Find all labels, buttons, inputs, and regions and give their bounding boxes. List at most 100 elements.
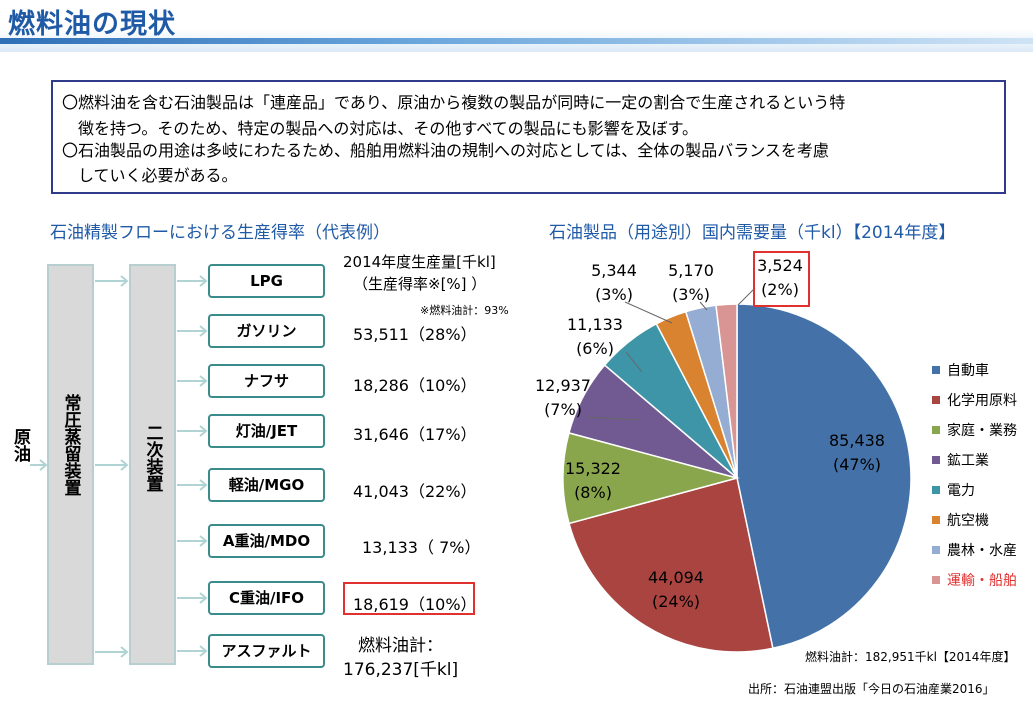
leader-line [737,287,756,306]
legend-label: 運輸・船舶 [947,573,1017,589]
legend-item: 電力 [932,481,1017,501]
legend-label: 農林・水産 [947,543,1017,559]
production-header-2: （生産得率※[%] ） [353,275,487,293]
chart-legend: 自動車化学用原料家庭・業務鉱工業電力航空機農林・水産運輸・船舶 [932,361,1017,601]
secondary-label: 二次装置 [129,424,176,499]
fuel-total-value: 176,237[千kl] [343,660,459,680]
slice-percent-label: (7%) [544,400,582,419]
pie-slice-2 [562,431,740,525]
legend-item: 航空機 [932,511,1017,531]
summary-line-2: 徴を持つ。そのため、特定の製品への対応は、その他すべての製品にも影響を及ぼす。 [62,119,699,138]
product-value: 31,646（17%） [353,425,477,444]
legend-swatch [932,366,940,374]
slice-percent-label: (47%) [832,455,882,474]
slice-percent-label: (8%) [574,483,612,502]
fuel-total-label: 燃料油計： [358,636,443,656]
summary-line-3: 〇石油製品の用途は多岐にわたるため、船舶用燃料油の規制への対応としては、全体の製… [62,141,829,160]
product-box: ナフサ [208,364,325,398]
legend-swatch [932,456,940,464]
legend-label: 化学用原料 [947,393,1017,409]
leader-line [624,301,673,324]
legend-swatch [932,426,940,434]
product-box: C重油/IFO [208,581,325,615]
legend-swatch [932,576,940,584]
product-value: 18,286（10%） [353,376,477,395]
page-title: 燃料油の現状 [8,9,176,40]
arrow-to-product [177,425,208,437]
product-box: LPG [208,264,325,298]
slice-value-label: 44,094 [648,568,704,587]
leader-line [625,351,643,373]
pie-slice-0 [736,303,912,650]
chart-title: 石油製品（用途別）国内需要量（千kl）【2014年度】 [549,223,956,243]
crude-label: 原油 [8,428,30,469]
legend-swatch [932,486,940,494]
arrow-atm-asphalt [95,646,129,658]
fuel-oil-share-note: ※燃料油計：93% [420,304,509,317]
product-box: 灯油/JET [208,414,325,448]
secondary-text: 二次装置 [142,424,163,492]
product-value: 53,511（28%） [353,325,477,344]
flow-title: 石油精製フローにおける生産得率（代表例） [50,223,390,243]
production-header-1: 2014年度生産量[千kl] [343,253,496,271]
arrow-atm-to-secondary [95,459,129,471]
legend-item: 農林・水産 [932,541,1017,561]
slice-percent-label: (6%) [576,339,614,358]
leader-line [699,301,708,311]
arrow-to-product [177,275,208,287]
pie-slice-1 [568,477,774,653]
source-note: 出所：石油連盟出版「今日の石油産業2016」 [748,682,995,696]
slice-percent-label: (3%) [595,285,633,304]
arrow-to-product [177,325,208,337]
arrow-atm-lpg [95,275,129,287]
product-box: ガソリン [208,314,325,348]
arrow-to-product [177,535,208,547]
slice-value-label: 85,438 [829,431,885,450]
product-value: 18,619（10%） [353,595,477,614]
legend-item: 化学用原料 [932,391,1017,411]
legend-item: 家庭・業務 [932,421,1017,441]
summary-line-1: 〇燃料油を含む石油製品は「連産品」であり、原油から複数の製品が同時に一定の割合で… [62,93,846,112]
product-box: 軽油/MGO [208,468,325,502]
slice-value-label: 3,524 [757,256,803,275]
slice-value-label: 12,937 [535,376,591,395]
atmospheric-label: 常圧蒸留装置 [47,394,94,503]
arrow-to-product [177,479,208,491]
atmospheric-text: 常圧蒸留装置 [60,394,81,496]
product-value: 13,133（ 7%） [362,538,481,557]
title-underline [0,38,1033,44]
arrow-to-product [177,645,208,657]
legend-label: 自動車 [947,363,989,379]
legend-label: 航空機 [947,513,989,529]
legend-swatch [932,546,940,554]
legend-label: 鉱工業 [947,453,989,469]
secondary-unit-box [129,264,176,665]
product-box: アスファルト [208,634,325,668]
arrow-to-product [177,592,208,604]
legend-item: 自動車 [932,361,1017,381]
slice-value-label: 11,133 [567,315,623,334]
legend-label: 家庭・業務 [947,423,1017,439]
arrow-to-product [177,375,208,387]
product-box: A重油/MDO [208,524,325,558]
slice-percent-label: (24%) [651,592,701,611]
shipping-highlight-box [753,251,810,307]
slice-value-label: 15,322 [565,459,621,478]
summary-line-4: していく必要がある。 [62,166,238,185]
product-value: 41,043（22%） [353,482,477,501]
total-demand-note: 燃料油計：182,951千kl【2014年度】 [805,650,1016,664]
leader-line [587,416,641,421]
slice-percent-label: (3%) [672,285,710,304]
arrow-crude [30,459,48,471]
legend-item: 運輸・船舶 [932,571,1017,591]
ifo-highlight-box [343,582,475,615]
slice-value-label: 5,344 [591,261,637,280]
crude-text: 原油 [10,428,30,462]
legend-label: 電力 [947,483,975,499]
legend-swatch [932,396,940,404]
atmospheric-distillation-box [47,264,94,665]
legend-item: 鉱工業 [932,451,1017,471]
legend-swatch [932,516,940,524]
